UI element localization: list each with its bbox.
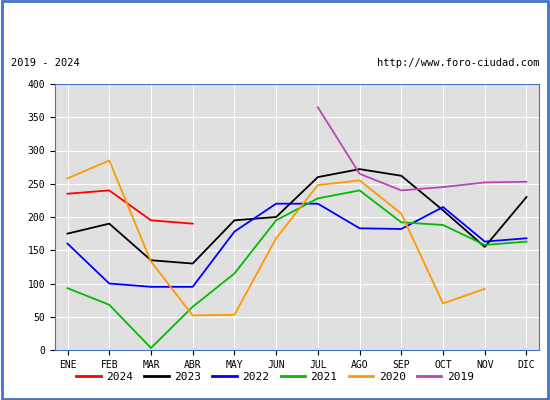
Text: 2019 - 2024: 2019 - 2024 xyxy=(11,58,80,68)
Legend: 2024, 2023, 2022, 2021, 2020, 2019: 2024, 2023, 2022, 2021, 2020, 2019 xyxy=(72,368,478,386)
Text: http://www.foro-ciudad.com: http://www.foro-ciudad.com xyxy=(377,58,539,68)
Text: Evolucion Nº Turistas Nacionales en el municipio de Casserres: Evolucion Nº Turistas Nacionales en el m… xyxy=(68,16,482,30)
